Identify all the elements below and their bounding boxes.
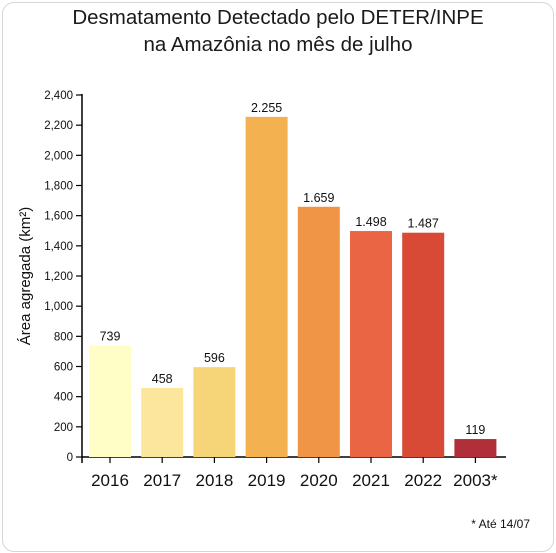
x-tick-label: 2019 [248,471,286,490]
y-tick-label: 1,400 [44,241,73,253]
y-tick-label: 1,600 [44,211,73,223]
bars: 739 2016 458 2017 596 2018 2.255 2019 1.659 2020 1… [89,101,498,490]
y-tick-label: 2,200 [44,120,73,132]
x-tick-label: 2022 [404,471,442,490]
chart-title: Desmatamento Detectado pelo DETER/INPE n… [0,4,556,58]
bar-2020 [297,206,340,457]
y-tick-label: 800 [54,331,73,343]
bar-2003 [454,439,497,457]
bar-value-label: 739 [100,330,121,344]
y-axis-ticks: 0 200 400 600 800 1,000 1,200 1,400 1,600 1,800 2,… [44,90,82,464]
y-tick-label: 200 [54,422,73,434]
x-tick-label: 2003* [453,471,498,490]
x-tick-label: 2018 [195,471,233,490]
y-tick-label: 2,000 [44,150,73,162]
bar-2016 [89,345,131,457]
footnote: * Até 14/07 [471,517,530,531]
bar-2019 [245,116,288,457]
bar-value-label: 119 [465,423,485,437]
y-tick-label: 0 [67,452,73,464]
chart-title-line-1: Desmatamento Detectado pelo DETER/INPE [72,6,484,29]
y-axis-label: Área agregada (km²) [17,207,34,345]
y-tick-label: 1,000 [44,301,73,313]
bar-value-label: 2.255 [251,101,282,115]
bar-value-label: 458 [152,372,173,386]
y-tick-label: 600 [54,362,73,374]
y-tick-label: 2,400 [44,90,73,102]
bar-2018 [193,367,236,457]
x-tick-label: 2021 [352,471,390,490]
y-tick-label: 400 [54,392,73,404]
bar-2022 [402,232,445,457]
x-tick-label: 2017 [143,471,181,490]
bar-2017 [141,387,184,457]
bar-value-label: 1.659 [303,191,334,205]
x-tick-label: 2016 [91,471,129,490]
y-tick-label: 1,800 [44,181,73,193]
y-tick-label: 1,200 [44,271,73,283]
bar-value-label: 1.487 [408,217,439,231]
chart-title-line-2: na Amazônia no mês de julho [143,33,413,56]
bar-value-label: 596 [204,351,225,365]
bar-2021 [350,231,392,457]
x-tick-label: 2020 [300,471,338,490]
bar-value-label: 1.498 [355,215,386,229]
